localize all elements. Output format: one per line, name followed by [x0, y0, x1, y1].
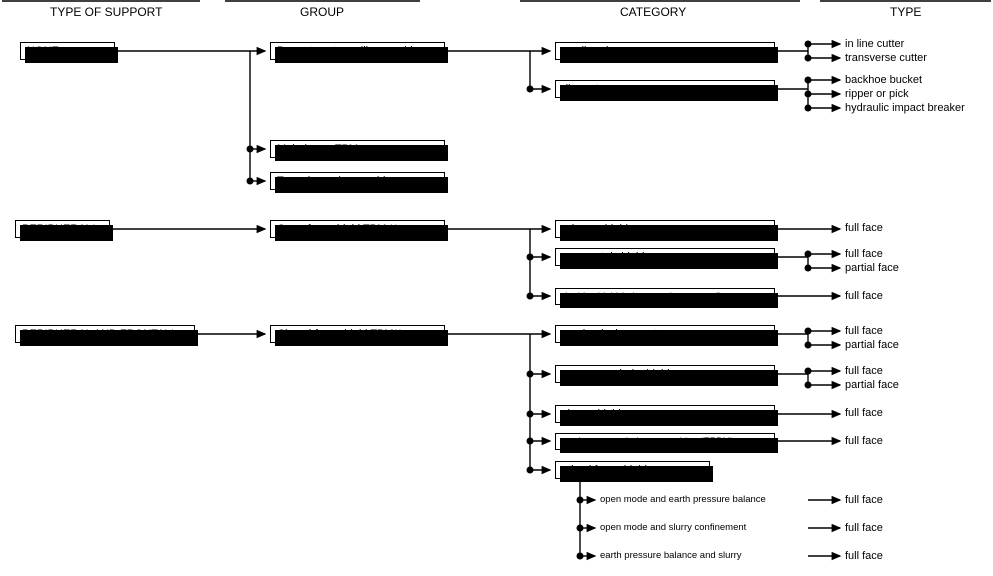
- type-partial-3: partial face: [845, 379, 899, 391]
- type-fullface-6: full face: [845, 407, 883, 419]
- support-none: NONE: [20, 42, 115, 60]
- sub-open-epb: open mode and earth pressure balance: [600, 494, 766, 505]
- cat-segmental: segmental shield: [555, 248, 775, 266]
- type-transverse: transverse cutter: [845, 52, 927, 64]
- cat-mixed: mixed face shield: [555, 461, 710, 479]
- type-fullface-3: full face: [845, 290, 883, 302]
- type-fullface-10: full face: [845, 550, 883, 562]
- type-partial-2: partial face: [845, 339, 899, 351]
- type-fullface-8: full face: [845, 494, 883, 506]
- support-peripheral-frontal: PERIPHERAL AND FRONTAL*: [15, 325, 195, 343]
- type-partial-1: partial face: [845, 262, 899, 274]
- cat-slurry: slurry shield: [555, 405, 775, 423]
- group-openface: Open-face shield TBM **: [270, 220, 445, 238]
- group-mainbeam: Main-beam TBM: [270, 140, 445, 158]
- group-boom: Boom-type tunnelling machine: [270, 42, 445, 60]
- cat-gripper: gripper shield: [555, 220, 775, 238]
- type-fullface-4: full face: [845, 325, 883, 337]
- group-reaming: Tunnel reaming machine: [270, 172, 445, 190]
- type-ripper: ripper or pick: [845, 88, 909, 100]
- type-hydraulic: hydraulic impact breaker: [845, 102, 965, 114]
- type-fullface-7: full face: [845, 435, 883, 447]
- type-inline: in line cutter: [845, 38, 904, 50]
- type-fullface-5: full face: [845, 365, 883, 377]
- type-fullface-9: full face: [845, 522, 883, 534]
- type-fullface-2: full face: [845, 248, 883, 260]
- group-closedface: Closed-face shield TBM**: [270, 325, 445, 343]
- connector-lines: [0, 0, 993, 576]
- cat-double-shield: double shield (gripper and segmental): [555, 288, 775, 305]
- cat-mechanical: mechanical support: [555, 325, 775, 343]
- cat-compressed-air: compressed-air shield: [555, 365, 775, 383]
- sub-open-slurry: open mode and slurry confinement: [600, 522, 746, 533]
- support-peripheral: PERIPHERAL*: [15, 220, 110, 238]
- cat-digger: digger type: [555, 80, 775, 98]
- type-fullface-1: full face: [845, 222, 883, 234]
- sub-epb-slurry: earth pressure balance and slurry: [600, 550, 742, 561]
- cat-roadheader: roadheader: [555, 42, 775, 60]
- type-backhoe: backhoe bucket: [845, 74, 922, 86]
- cat-epbm: earth pressure balance machine (EPBM): [555, 433, 775, 450]
